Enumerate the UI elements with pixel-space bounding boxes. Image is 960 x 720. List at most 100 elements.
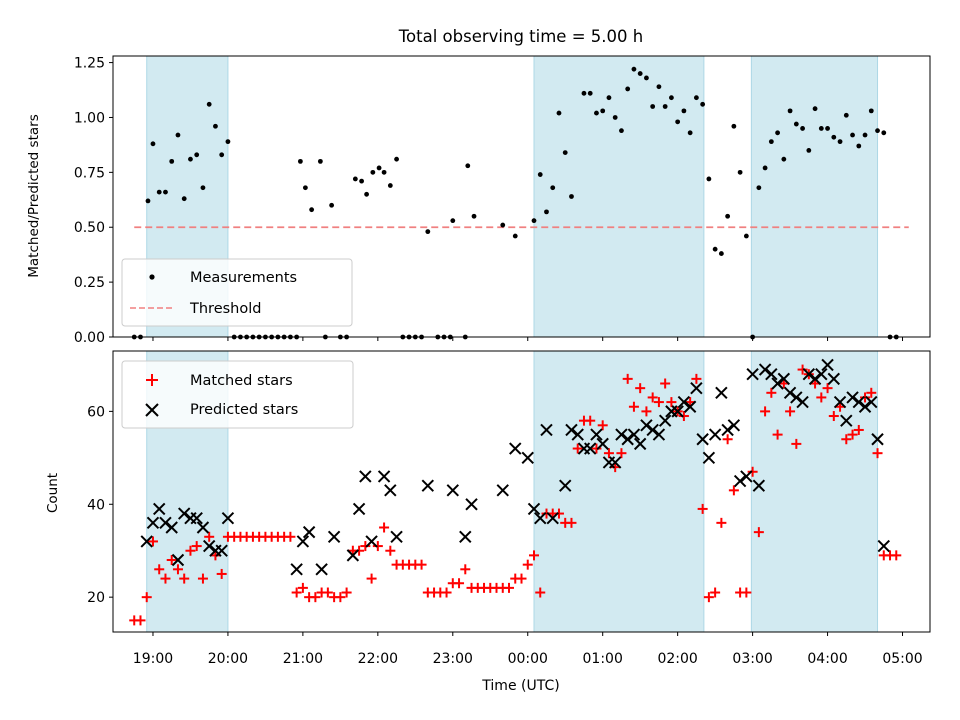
y-tick-label: 0.25 xyxy=(74,275,105,291)
measurement-point xyxy=(669,95,674,101)
matched-star-point xyxy=(354,545,365,556)
legend-matched-marker xyxy=(146,374,158,386)
bottom-shaded-intervals xyxy=(146,350,879,633)
predicted-star-point xyxy=(365,535,378,548)
predicted-star-point xyxy=(352,502,366,516)
measurement-point xyxy=(594,110,599,116)
predicted-star-point xyxy=(446,484,459,497)
measurement-point xyxy=(806,147,812,153)
measurement-point xyxy=(837,139,843,145)
measurement-point xyxy=(662,104,668,109)
predicted-star-point xyxy=(790,391,803,404)
predicted-star-point xyxy=(877,539,890,553)
matched-star-point xyxy=(185,545,196,556)
matched-star-point xyxy=(728,485,739,496)
matched-star-point xyxy=(360,541,371,552)
measurement-points xyxy=(131,66,899,340)
measurement-point xyxy=(200,185,206,191)
predicted-star-point xyxy=(796,395,809,409)
matched-star-point xyxy=(154,564,165,575)
matched-star-point xyxy=(572,443,583,454)
measurement-point xyxy=(862,132,868,138)
predicted-star-point xyxy=(846,391,859,404)
x-tick-label: 01:00 xyxy=(583,651,623,667)
x-tick-label: 00:00 xyxy=(508,651,548,667)
matched-star-point xyxy=(841,434,852,445)
chart-title: Total observing time = 5.00 h xyxy=(398,27,643,46)
predicted-star-point xyxy=(740,470,753,483)
matched-star-point xyxy=(741,587,752,598)
matched-star-point xyxy=(766,387,777,398)
measurement-point xyxy=(471,213,477,219)
measurement-point xyxy=(762,165,768,171)
matched-star-point xyxy=(160,573,171,584)
y-tick-label: 40 xyxy=(87,497,105,513)
measurement-point xyxy=(843,112,849,118)
measurement-point xyxy=(781,156,787,162)
measurement-point xyxy=(225,139,231,145)
predicted-star-point xyxy=(777,372,791,386)
measurement-point xyxy=(768,139,774,145)
predicted-star-point xyxy=(808,372,822,386)
matched-star-point xyxy=(591,443,602,454)
x-tick-label: 04:00 xyxy=(807,651,847,667)
matched-star-point xyxy=(441,587,452,598)
predicted-star-point xyxy=(746,368,759,381)
predicted-star-point xyxy=(290,563,303,576)
matched-star-point xyxy=(797,364,808,375)
x-tick-label: 03:00 xyxy=(732,651,772,667)
predicted-star-point xyxy=(146,516,160,530)
measurement-point xyxy=(206,101,212,107)
measurement-point xyxy=(787,108,793,114)
predicted-star-point xyxy=(621,433,634,446)
bottom-panel: 20 40 60 19:00 20:00 21:00 22:00 23:00 00:00 01:… xyxy=(45,350,931,694)
matched-star-point xyxy=(585,415,596,426)
matched-star-point xyxy=(697,503,708,514)
predicted-star-point xyxy=(177,507,191,520)
x-tick-label: 05:00 xyxy=(882,651,922,667)
measurement-point xyxy=(612,115,618,120)
measurement-point xyxy=(569,194,574,199)
predicted-star-point xyxy=(390,530,403,543)
measurement-point xyxy=(175,132,181,138)
matched-star-point xyxy=(785,406,796,417)
measurement-point xyxy=(856,143,862,149)
measurement-point xyxy=(381,169,387,175)
measurement-point xyxy=(512,233,518,239)
measurement-point xyxy=(687,130,693,136)
matched-star-point xyxy=(197,573,208,584)
matched-star-point xyxy=(816,392,827,403)
measurement-point xyxy=(731,123,737,129)
predicted-star-point xyxy=(565,423,578,437)
predicted-star-point xyxy=(627,428,641,441)
matched-star-point xyxy=(678,411,689,422)
matched-star-point xyxy=(179,573,190,584)
measurement-point xyxy=(700,101,706,107)
shaded-interval xyxy=(533,350,705,633)
measurement-point xyxy=(531,218,537,224)
measurement-point xyxy=(868,108,874,114)
matched-star-point xyxy=(603,448,614,459)
shaded-interval xyxy=(533,55,705,338)
legend-threshold-label: Threshold xyxy=(189,301,261,317)
matched-star-point xyxy=(553,508,564,519)
matched-star-point xyxy=(666,397,677,408)
matched-star-point xyxy=(747,466,758,477)
predicted-star-point xyxy=(421,479,435,492)
measurement-point xyxy=(712,246,718,252)
matched-star-point xyxy=(847,429,858,440)
predicted-star-point xyxy=(640,419,653,432)
measurement-point xyxy=(718,251,724,256)
measurement-point xyxy=(156,189,162,195)
measurement-point xyxy=(581,90,587,96)
predicted-star-point xyxy=(865,395,878,409)
predicted-star-point xyxy=(196,521,210,534)
measurement-point xyxy=(693,95,699,101)
predicted-star-point xyxy=(346,549,360,562)
legend-predicted-marker xyxy=(145,403,159,417)
measurement-point xyxy=(875,128,880,134)
measurement-point xyxy=(625,86,631,92)
x-tick-label: 23:00 xyxy=(433,651,473,667)
measurement-point xyxy=(359,178,364,184)
predicted-star-point xyxy=(752,479,766,492)
